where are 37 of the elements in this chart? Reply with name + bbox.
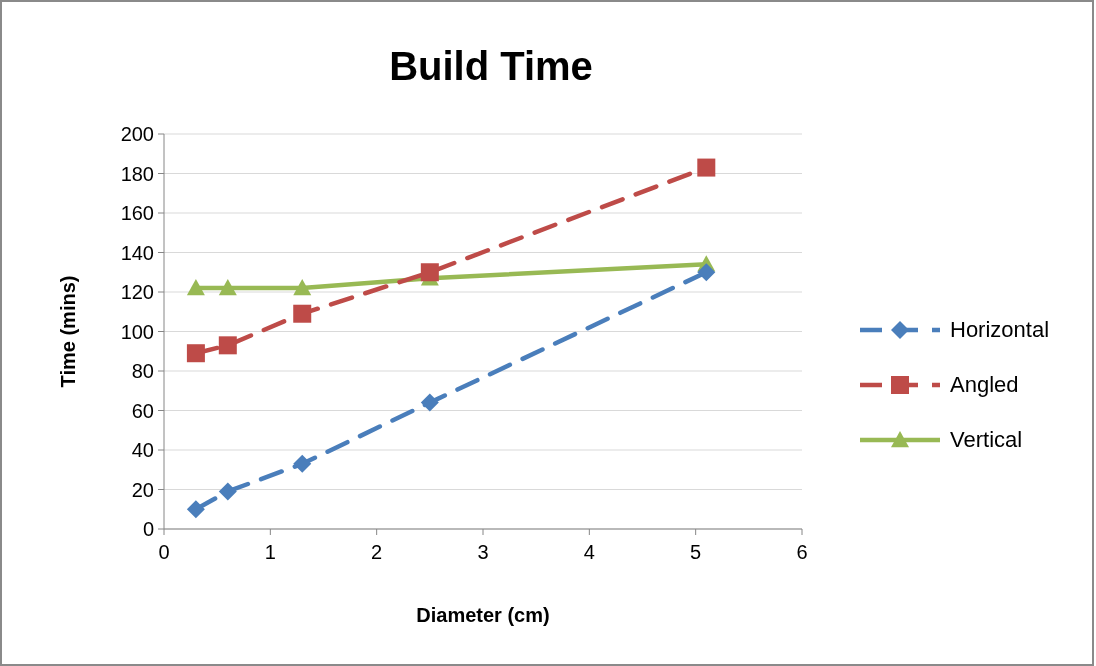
y-axis-title: Time (mins) [57, 275, 79, 388]
y-tick-label: 200 [120, 123, 154, 145]
y-tick-label: 160 [120, 202, 154, 224]
point [697, 158, 716, 177]
point [218, 336, 237, 355]
point [186, 279, 205, 296]
legend-label: Angled [950, 372, 1019, 397]
y-tick-label: 100 [120, 320, 154, 343]
y-tick-label: 20 [131, 478, 154, 501]
point [186, 344, 205, 363]
point [218, 482, 237, 501]
y-tick-label: 180 [120, 162, 154, 185]
point [293, 454, 312, 473]
x-tick-label: 2 [371, 541, 383, 563]
y-tick-label: 80 [131, 360, 154, 382]
point [186, 500, 205, 519]
x-tick-label: 5 [690, 541, 702, 563]
y-tick-label: 140 [120, 241, 154, 264]
y-tick-label: 120 [120, 281, 154, 303]
x-tick-label: 6 [796, 541, 808, 563]
point [420, 263, 439, 282]
point [218, 279, 237, 296]
y-tick-label: 60 [131, 399, 154, 422]
x-tick-label: 0 [158, 541, 170, 563]
x-tick-label: 4 [583, 541, 595, 563]
point [697, 263, 716, 282]
y-tick-label: 0 [142, 518, 154, 540]
chart-title: Build Time [389, 44, 593, 88]
point [293, 279, 312, 296]
point [420, 393, 439, 412]
point [293, 304, 312, 323]
legend-label: Vertical [950, 427, 1023, 452]
x-tick-label: 1 [264, 541, 276, 563]
x-tick-label: 3 [477, 541, 489, 563]
x-axis-title: Diameter (cm) [416, 604, 550, 626]
legend-label: Horizontal [950, 317, 1050, 342]
y-tick-label: 40 [131, 439, 154, 461]
